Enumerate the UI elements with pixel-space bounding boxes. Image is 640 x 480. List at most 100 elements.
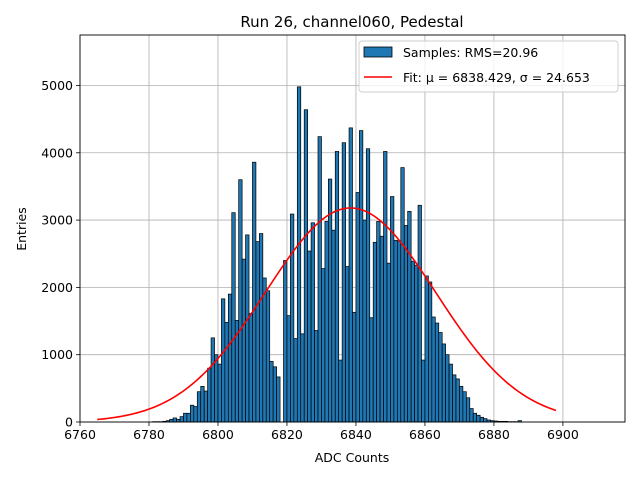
legend-box [358,40,619,93]
histogram-bar [379,235,384,423]
y-tick-label: 5000 [41,78,73,93]
x-tick-label: 6860 [409,427,441,442]
fit-curve [97,207,557,421]
legend-fit-label: Fit: μ = 6838.429, σ = 24.653 [403,70,590,85]
histogram-bar [338,359,343,423]
plot-frame [79,34,626,423]
histogram-bar [186,412,191,423]
histogram-bar [245,234,250,423]
histogram-bar [479,416,484,423]
histogram-bar [345,266,350,423]
histogram-bar [317,136,322,423]
legend: Samples: RMS=20.96 Fit: μ = 6838.429, σ … [358,40,619,93]
histogram-bar [383,151,388,423]
histogram-bar [203,390,208,423]
histogram-bar [296,86,302,423]
histogram-bar [472,412,478,423]
x-tick-label: 6840 [340,427,372,442]
histogram-bar [396,240,402,423]
histogram-bar [421,359,426,423]
histogram-bar [227,293,233,423]
histogram-bar [321,268,326,423]
x-tick-label: 6880 [478,427,510,442]
histogram-bar [341,142,346,423]
x-tick-label: 6760 [64,427,96,442]
histogram-bar [372,241,377,423]
x-tick-label: 6780 [133,427,165,442]
x-axis-ticks: 6760 6780 6800 6820 6840 6860 6880 6900 [64,422,579,442]
histogram-bar [441,343,446,423]
histogram-bar [476,414,481,423]
y-tick-label: 3000 [41,213,73,228]
histogram-bar [352,311,357,423]
histogram-bar [359,130,364,423]
chart-title: Run 26, channel060, Pedestal [240,13,463,31]
histogram-bar [272,366,277,423]
histogram-bar [252,161,257,423]
y-tick-label: 2000 [41,280,73,295]
histogram-bar [386,262,391,423]
histogram-bar [190,404,195,423]
histogram-bar [431,316,436,423]
histogram-bar [303,109,309,423]
histogram-bar [434,322,440,423]
histogram-bar [465,397,471,423]
histogram-bar [483,418,488,423]
histogram-bar [414,264,419,423]
histogram-bar [376,221,381,423]
histogram-bar [183,412,188,423]
histogram-bar [283,260,288,423]
histogram-bar [307,250,312,423]
histogram-bar [300,333,305,423]
histogram-bar [334,151,340,423]
histogram-bar [172,417,177,423]
histogram-bar [193,406,198,423]
histogram-bar [265,290,271,423]
histogram-bar [310,222,315,423]
histogram-bar [221,298,226,423]
histogram-bar [217,363,222,423]
y-tick-label: 0 [65,415,73,430]
histogram-bar [455,378,460,423]
histogram-bar [259,233,264,423]
histogram-bar [262,277,267,423]
y-axis-label: Entries [14,207,29,251]
x-tick-label: 6800 [202,427,234,442]
histogram-bar [369,317,374,423]
histogram-bar [255,241,260,423]
histogram-bar [214,354,219,423]
x-axis-label: ADC Counts [315,450,390,465]
legend-samples-swatch [363,46,393,58]
y-tick-label: 1000 [41,347,73,362]
histogram-bar [452,374,457,423]
histogram-bar [331,229,336,423]
histogram-bar [400,167,405,423]
histogram-bar [403,225,409,423]
histogram-bar [438,332,443,423]
histogram-bar [207,367,212,423]
histogram-bar [448,363,453,423]
histogram-bar [269,361,274,423]
histogram-bar [417,204,422,423]
x-tick-label: 6820 [271,427,303,442]
histogram-bar [324,221,329,423]
histogram-bar [424,275,429,423]
histogram-bar [393,239,398,423]
histogram-bar [238,179,243,423]
histogram-bar [241,258,246,423]
histogram-bar [462,391,467,423]
histogram-bar [276,376,281,423]
histogram-bar [210,337,215,423]
histogram-bar [248,313,253,423]
histogram-bar [196,391,202,423]
histogram-bar [362,219,367,423]
histogram-bar [290,213,295,423]
histogram-bar [469,408,474,423]
x-tick-label: 6900 [547,427,579,442]
histogram-bar [407,210,412,423]
histogram-bar [200,385,205,423]
y-tick-label: 4000 [41,145,73,160]
histogram-bar [445,354,450,423]
histogram-bar [348,127,353,423]
